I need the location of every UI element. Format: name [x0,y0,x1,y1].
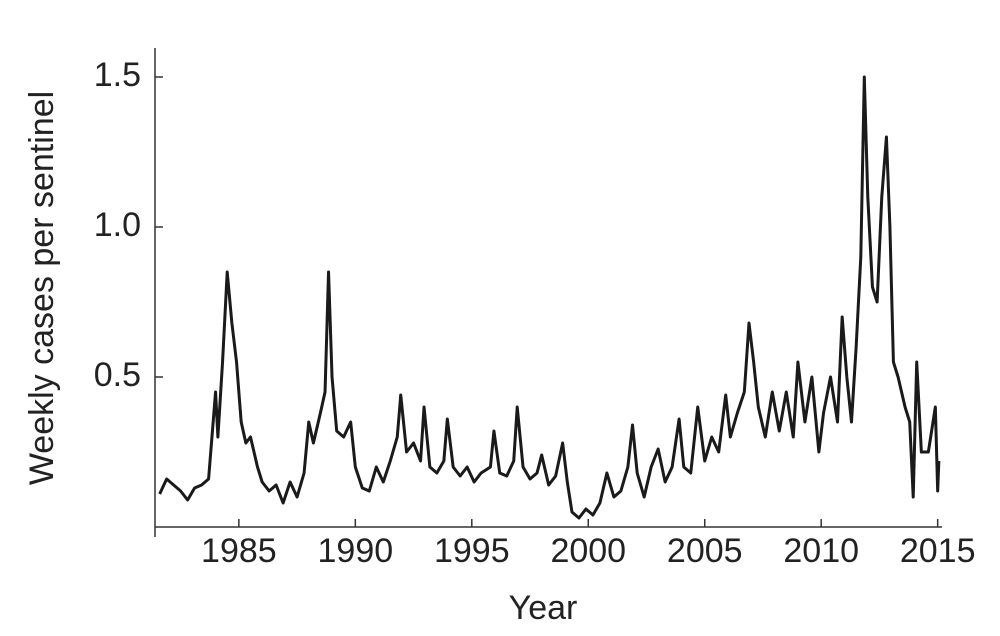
x-axis-label: Year [509,589,578,627]
series-line [158,75,941,520]
x-tick-label: 1985 [201,532,277,570]
x-tick-label: 1995 [434,532,510,570]
y-axis-label: Weekly cases per sentinel [23,91,61,485]
x-tick-label: 2000 [550,532,626,570]
y-tick-label: 1.0 [94,206,141,244]
y-tick-label: 0.5 [94,356,141,394]
x-tick-label: 2010 [783,532,859,570]
x-tick-label: 2015 [900,532,976,570]
x-tick-label: 2005 [667,532,743,570]
x-tick-label: 1990 [318,532,394,570]
y-tick-label: 1.5 [94,56,141,94]
